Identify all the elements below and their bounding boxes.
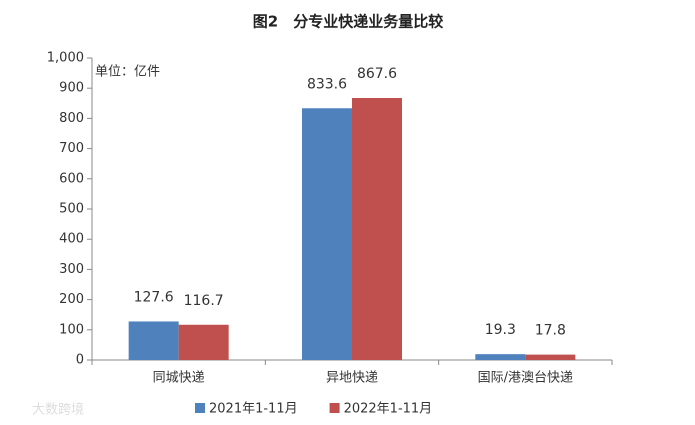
bar	[352, 97, 402, 360]
value-label: 833.6	[307, 76, 347, 92]
value-label: 19.3	[485, 322, 516, 338]
value-label: 867.6	[357, 66, 397, 82]
y-tick-label: 1,000	[47, 51, 84, 66]
value-label: 116.7	[184, 293, 224, 309]
y-tick-label: 100	[59, 322, 84, 337]
bar	[475, 354, 526, 360]
bar	[525, 354, 576, 360]
y-tick-label: 700	[59, 141, 84, 156]
watermark: 大数跨境	[32, 403, 84, 418]
x-tick-label: 同城快递	[153, 371, 205, 386]
y-tick-label: 300	[59, 262, 84, 277]
y-tick-label: 200	[59, 292, 84, 307]
y-tick-label: 400	[59, 232, 84, 247]
y-tick-label: 800	[59, 111, 84, 126]
chart-title: 图2 分专业快递业务量比较	[253, 13, 443, 31]
y-tick-label: 500	[59, 202, 84, 217]
unit-annotation: 单位：亿件	[95, 65, 160, 80]
y-tick-label: 600	[59, 171, 84, 186]
y-tick-label: 900	[59, 81, 84, 96]
x-tick-label: 异地快递	[326, 371, 378, 386]
bar	[302, 108, 352, 360]
y-tick-label: 0	[76, 353, 84, 368]
legend-swatch	[195, 403, 205, 413]
legend-label: 2022年1-11月	[344, 402, 433, 417]
legend-label: 2021年1-11月	[209, 402, 298, 417]
bar	[178, 324, 229, 360]
value-label: 127.6	[134, 289, 174, 305]
value-label: 17.8	[535, 323, 566, 339]
x-tick-label: 国际/港澳台快递	[478, 370, 573, 386]
legend-swatch	[329, 403, 340, 413]
bar	[128, 321, 179, 360]
